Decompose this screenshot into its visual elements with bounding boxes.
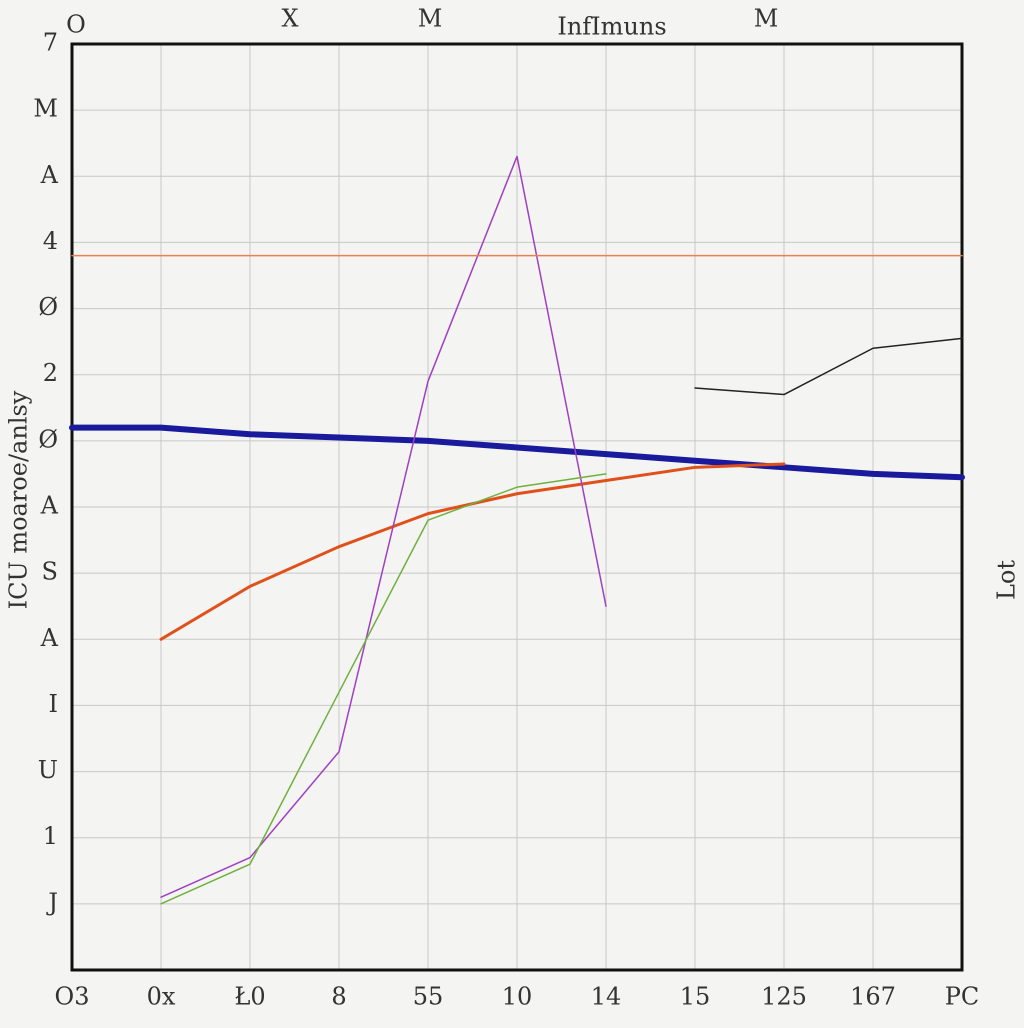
series-line: [69, 424, 965, 481]
y-tick-label: A: [40, 492, 59, 520]
chart-title: InfImuns: [557, 13, 666, 41]
x-tick-label: 125: [761, 983, 807, 1011]
y-tick-label: 4: [43, 227, 58, 255]
plot-frame: [70, 42, 964, 972]
y-tick-label: U: [38, 756, 58, 784]
series-line: [694, 337, 963, 396]
top-label: M: [418, 5, 443, 33]
y-tick-label: A: [40, 161, 59, 189]
x-tick-label: 14: [591, 983, 622, 1011]
y2-axis-label: Lot: [993, 560, 1021, 600]
x-tick-label: 167: [850, 983, 896, 1011]
y-tick-label: 7: [43, 29, 58, 57]
x-tick-label: 15: [680, 983, 711, 1011]
x-tick-label: 10: [502, 983, 533, 1011]
y-tick-label: A: [40, 624, 59, 652]
y-tick-label: 2: [43, 359, 58, 387]
top-label: X: [281, 5, 298, 33]
x-tick-label: 8: [331, 983, 346, 1011]
y-tick-label: Ø: [38, 425, 58, 453]
top-label: O: [66, 11, 86, 39]
y-axis-label: ICU moaroe/anlsy: [5, 390, 33, 609]
series-line: [160, 473, 607, 905]
y-tick-label: Ø: [38, 293, 58, 321]
series-line: [160, 155, 607, 898]
y-tick-label: 1: [43, 822, 58, 850]
x-tick-label: 0x: [147, 983, 176, 1011]
x-tick-label: 55: [413, 983, 444, 1011]
y-tick-label: M: [33, 95, 58, 123]
y-tick-label: S: [42, 558, 58, 586]
y-tick-label: J: [45, 888, 58, 916]
series-line: [159, 462, 786, 641]
x-tick-label: O3: [55, 983, 90, 1011]
top-label: M: [754, 5, 779, 33]
x-tick-label: PC: [945, 983, 980, 1011]
x-tick-label: Ł0: [234, 983, 265, 1011]
y-tick-label: I: [49, 690, 58, 718]
